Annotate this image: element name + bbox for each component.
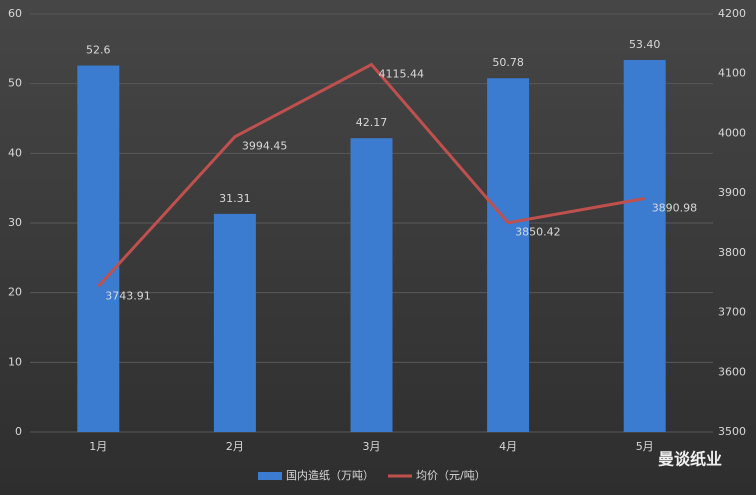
legend-swatch <box>258 472 282 480</box>
bar-value-label: 50.78 <box>492 56 524 69</box>
bar-value-label: 53.40 <box>629 38 661 51</box>
bar <box>77 65 120 432</box>
y-tick-label: 20 <box>8 286 22 299</box>
bar-value-label: 52.6 <box>86 44 111 57</box>
y-tick-label: 60 <box>8 7 22 20</box>
legend-label: 均价（元/吨） <box>416 469 486 482</box>
watermark: 曼谈纸业 <box>658 450 722 469</box>
y2-tick-label: 3800 <box>718 246 746 259</box>
line-value-label: 3994.45 <box>242 140 288 153</box>
y-tick-label: 0 <box>15 425 22 438</box>
y-tick-label: 40 <box>8 146 22 159</box>
x-tick-label: 4月 <box>499 440 517 453</box>
y-tick-label: 10 <box>8 355 22 368</box>
line-value-label: 3850.42 <box>515 226 561 239</box>
bar-value-label: 31.31 <box>219 192 251 205</box>
line-value-label: 3890.98 <box>652 202 698 215</box>
x-tick-label: 2月 <box>226 440 244 453</box>
bar-value-label: 42.17 <box>356 116 388 129</box>
y2-tick-label: 3600 <box>718 365 746 378</box>
bar <box>487 78 530 432</box>
y2-tick-label: 3700 <box>718 306 746 319</box>
bar <box>623 59 666 432</box>
bar <box>350 138 393 432</box>
bar <box>213 213 256 432</box>
y2-tick-label: 4200 <box>718 7 746 20</box>
x-tick-label: 3月 <box>363 440 381 453</box>
y2-tick-label: 3500 <box>718 425 746 438</box>
line-value-label: 3743.91 <box>105 289 151 302</box>
x-tick-label: 1月 <box>89 440 107 453</box>
y2-tick-label: 4100 <box>718 67 746 80</box>
line <box>97 62 645 288</box>
x-tick-label: 5月 <box>636 440 654 453</box>
line-value-label: 4115.44 <box>379 67 425 80</box>
legend-label: 国内造纸（万吨） <box>286 468 374 482</box>
y-tick-label: 50 <box>8 77 22 90</box>
y-tick-label: 30 <box>8 216 22 229</box>
y2-tick-label: 3900 <box>718 186 746 199</box>
y2-tick-label: 4000 <box>718 126 746 139</box>
